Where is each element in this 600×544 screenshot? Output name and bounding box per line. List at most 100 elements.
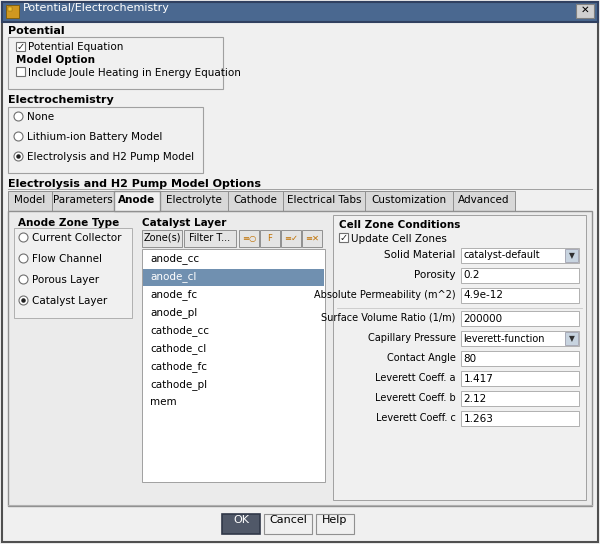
Circle shape	[19, 296, 28, 305]
Text: Advanced: Advanced	[458, 195, 510, 205]
Text: Contact Angle: Contact Angle	[386, 353, 455, 363]
Text: Surface Volume Ratio (1/m): Surface Volume Ratio (1/m)	[321, 313, 455, 323]
Text: Parameters: Parameters	[53, 195, 113, 205]
Bar	[453, 191, 515, 211]
Text: Potential Equation: Potential Equation	[28, 42, 124, 53]
Bar	[565, 249, 578, 262]
Circle shape	[19, 275, 28, 284]
Text: Leverett Coeff. a: Leverett Coeff. a	[375, 373, 455, 383]
Text: Current Collector: Current Collector	[32, 233, 121, 243]
Text: Help: Help	[322, 515, 347, 525]
Text: anode_cl: anode_cl	[150, 271, 196, 282]
Bar	[283, 191, 365, 211]
Text: Potential/Electrochemistry: Potential/Electrochemistry	[23, 3, 170, 13]
Text: 2.12: 2.12	[464, 393, 487, 404]
Bar	[16, 42, 25, 51]
Text: Cathode: Cathode	[233, 195, 277, 205]
Circle shape	[14, 112, 23, 121]
Text: None: None	[27, 112, 54, 122]
Bar	[143, 269, 324, 286]
Text: ✕: ✕	[581, 5, 589, 15]
Circle shape	[14, 132, 23, 141]
Text: Capillary Pressure: Capillary Pressure	[367, 333, 455, 343]
Bar	[8, 211, 592, 506]
Circle shape	[19, 254, 28, 263]
Text: Catalyst Layer: Catalyst Layer	[142, 218, 226, 228]
Bar	[264, 514, 312, 534]
Bar	[316, 514, 354, 534]
Bar	[8, 37, 223, 89]
Circle shape	[14, 152, 23, 161]
Text: Customization: Customization	[371, 195, 446, 205]
Bar	[576, 4, 594, 18]
Text: ≡✓: ≡✓	[284, 234, 298, 243]
Text: leverett-function: leverett-function	[464, 333, 545, 343]
Text: anode_cc: anode_cc	[150, 253, 199, 264]
Text: Catalyst Layer: Catalyst Layer	[32, 296, 107, 306]
Text: Cancel: Cancel	[269, 515, 307, 525]
Bar	[339, 233, 348, 242]
Text: Cell Zone Conditions: Cell Zone Conditions	[339, 220, 460, 230]
Text: OK: OK	[233, 515, 249, 525]
Text: Absolute Permeability (m^2): Absolute Permeability (m^2)	[314, 290, 455, 300]
Text: F: F	[268, 234, 272, 243]
Bar	[461, 371, 579, 386]
Text: Electrolyte: Electrolyte	[166, 195, 222, 205]
Bar	[228, 191, 283, 211]
Bar	[142, 249, 325, 482]
Text: catalyst-default: catalyst-default	[464, 250, 540, 261]
Bar	[461, 311, 579, 326]
Text: ▼: ▼	[569, 335, 575, 343]
Bar	[6, 5, 19, 18]
Bar	[461, 248, 579, 263]
Bar	[2, 2, 598, 22]
Text: ≡○: ≡○	[242, 234, 256, 243]
Text: Porosity: Porosity	[414, 270, 455, 280]
Bar	[461, 351, 579, 366]
Text: Lithium-ion Battery Model: Lithium-ion Battery Model	[27, 132, 163, 142]
Text: Electrolysis and H2 Pump Model Options: Electrolysis and H2 Pump Model Options	[8, 179, 261, 189]
Text: cathode_cc: cathode_cc	[150, 325, 209, 336]
Bar	[114, 191, 160, 211]
Circle shape	[16, 154, 21, 159]
Bar	[281, 230, 301, 247]
Bar	[461, 391, 579, 406]
Text: Electrochemistry: Electrochemistry	[8, 95, 114, 105]
Text: Filter T...: Filter T...	[190, 233, 230, 243]
Bar	[52, 191, 114, 211]
Text: Model: Model	[14, 195, 46, 205]
Bar	[8, 7, 12, 11]
Text: Anode: Anode	[118, 195, 155, 205]
Text: 1.417: 1.417	[464, 374, 493, 384]
Text: mem: mem	[150, 397, 176, 407]
Bar	[142, 230, 182, 247]
Text: ≡✕: ≡✕	[305, 234, 319, 243]
Circle shape	[19, 233, 28, 242]
Text: Include Joule Heating in Energy Equation: Include Joule Heating in Energy Equation	[28, 67, 241, 77]
Bar	[461, 268, 579, 283]
Text: ✓: ✓	[16, 42, 25, 52]
Text: 200000: 200000	[464, 313, 503, 324]
Text: anode_fc: anode_fc	[150, 289, 197, 300]
Bar	[260, 230, 280, 247]
Text: Porous Layer: Porous Layer	[32, 275, 99, 285]
Text: Electrical Tabs: Electrical Tabs	[287, 195, 361, 205]
Bar	[333, 215, 586, 500]
Text: Electrolysis and H2 Pump Model: Electrolysis and H2 Pump Model	[27, 152, 194, 162]
Text: Anode Zone Type: Anode Zone Type	[18, 218, 119, 228]
Text: cathode_pl: cathode_pl	[150, 379, 207, 390]
Bar	[461, 288, 579, 303]
Text: anode_pl: anode_pl	[150, 307, 197, 318]
Bar	[8, 191, 52, 211]
Bar	[461, 331, 579, 346]
Bar	[222, 514, 260, 534]
Text: Flow Channel: Flow Channel	[32, 254, 102, 264]
Text: Leverett Coeff. c: Leverett Coeff. c	[376, 413, 455, 423]
Bar	[184, 230, 236, 247]
Bar	[8, 107, 203, 173]
Text: cathode_cl: cathode_cl	[150, 343, 206, 354]
Text: ▼: ▼	[569, 251, 575, 261]
Bar	[239, 230, 259, 247]
Text: Zone(s): Zone(s)	[143, 233, 181, 243]
Bar	[160, 191, 228, 211]
